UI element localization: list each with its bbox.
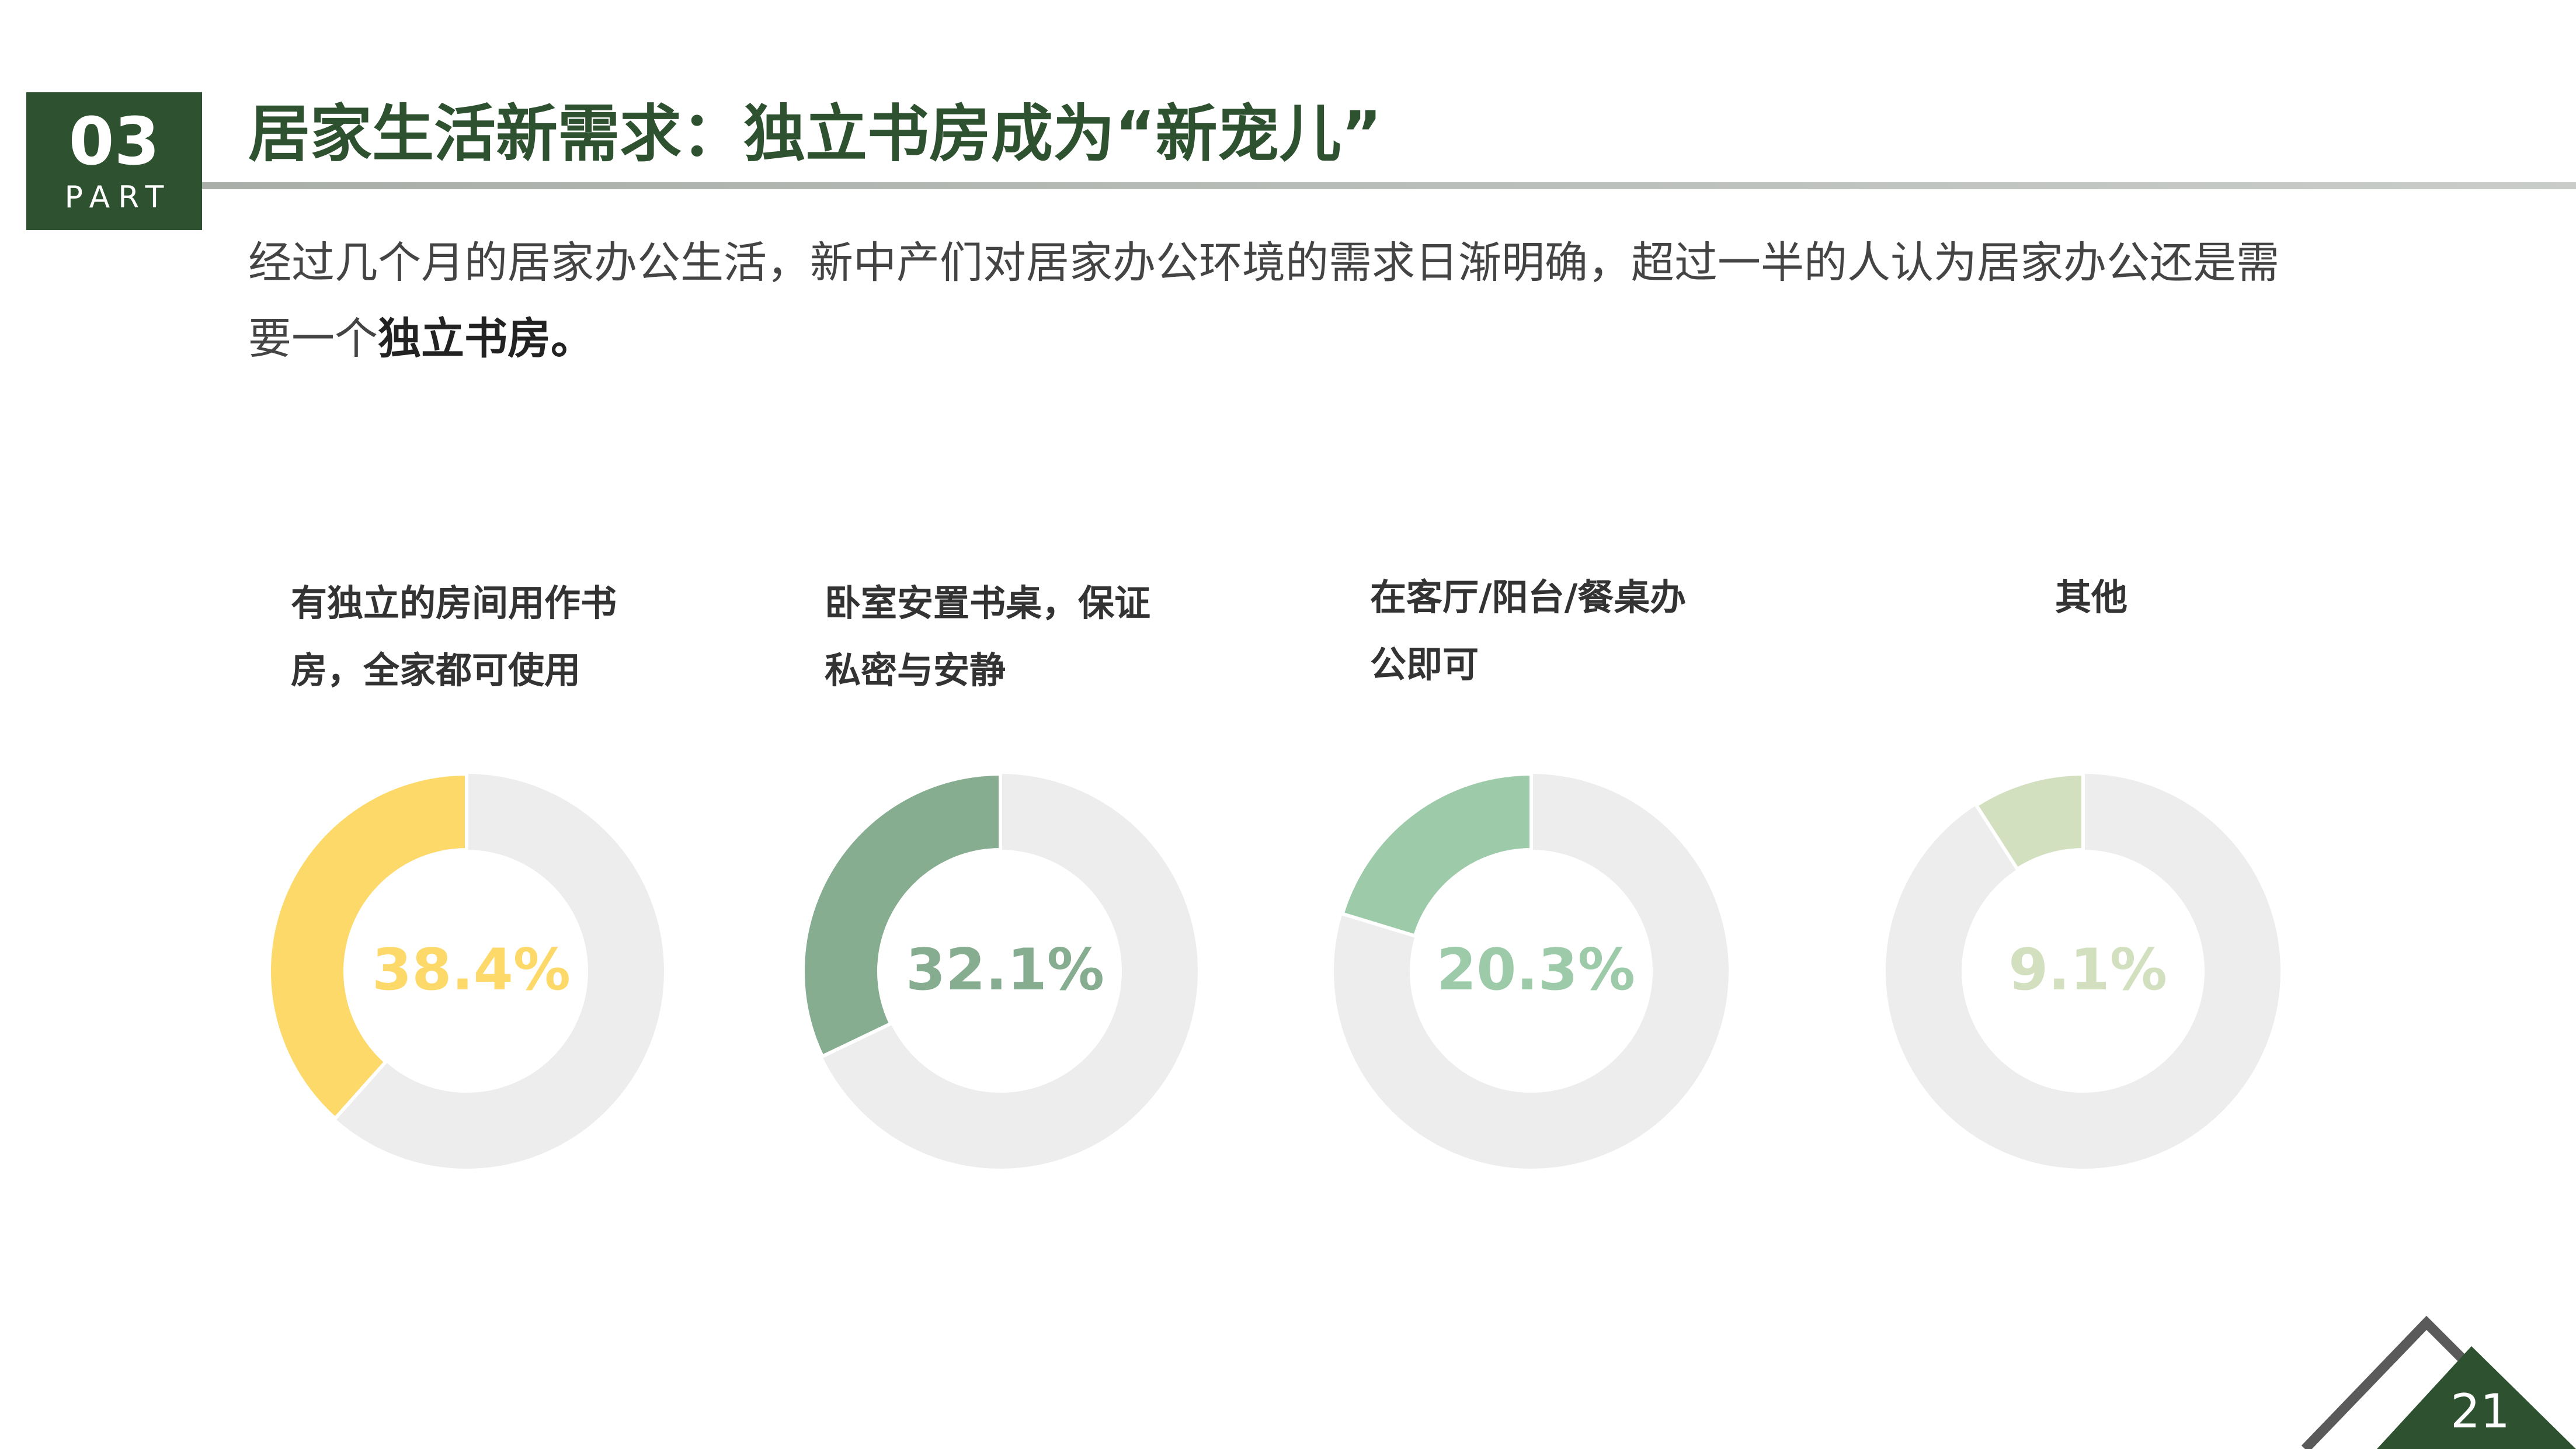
donut-segment <box>267 772 468 1121</box>
value-label: 9.1% <box>2008 937 2167 1003</box>
donut-segment <box>1973 772 2085 872</box>
chart-title: 卧室安置书桌，保证私密与安静 <box>825 582 1151 692</box>
corner-outline <box>2301 1315 2470 1449</box>
value-label: 32.1% <box>906 937 1104 1003</box>
section-badge: 03 PART <box>26 92 202 230</box>
slide-title: 居家生活新需求：独立书房成为“新宠儿” <box>248 98 1382 170</box>
intro-bold: 独立书房。 <box>378 314 594 364</box>
chart-title: 在客厅/阳台/餐桌办公即可 <box>1370 576 1687 686</box>
intro-text: 要一个 <box>248 314 378 364</box>
title-rule <box>202 182 2576 189</box>
value-label: 38.4% <box>372 937 571 1003</box>
intro-line: 经过几个月的居家办公生活，新中产们对居家办公环境的需求日渐明确，超过一半的人认为… <box>248 238 2279 288</box>
chart-title: 其他 <box>2055 576 2128 618</box>
page-number: 21 <box>2450 1384 2510 1438</box>
corner-triangle <box>2377 1346 2576 1449</box>
section-number: 03 <box>68 104 160 180</box>
donut-segment <box>801 772 1002 1059</box>
donut-segment <box>1340 772 1533 939</box>
value-label: 20.3% <box>1437 937 1635 1003</box>
chart-title: 有独立的房间用作书房，全家都可使用 <box>291 582 617 692</box>
intro-line: 要一个独立书房。 <box>248 310 594 368</box>
section-part: PART <box>64 180 172 215</box>
